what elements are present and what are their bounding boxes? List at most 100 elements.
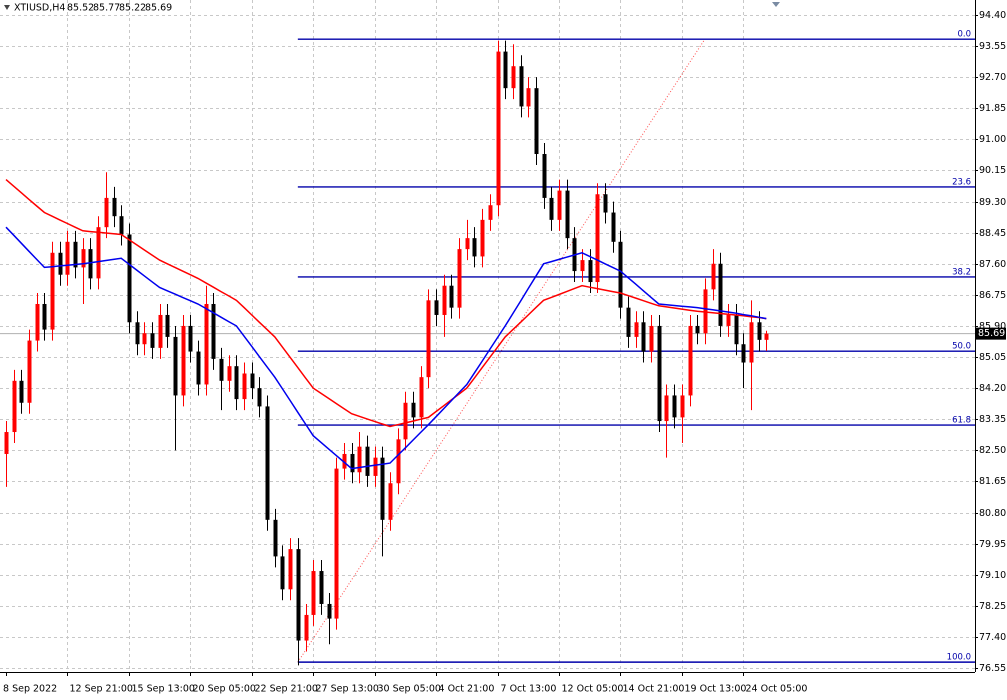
x-tick-label: 8 Sep 2022	[3, 684, 57, 695]
candle-body	[350, 453, 355, 473]
y-tick-label: 79.10	[979, 570, 1006, 581]
candle-body	[173, 336, 178, 396]
candle-body	[664, 395, 669, 422]
candle-body	[234, 366, 239, 400]
candle-body	[58, 252, 63, 275]
candle-body	[188, 325, 193, 352]
candle-body	[434, 300, 439, 315]
candle-body	[204, 303, 209, 385]
candle-body	[695, 325, 700, 334]
y-tick-label: 79.95	[979, 539, 1006, 550]
y-tick-label: 80.80	[979, 508, 1006, 519]
candle-body	[680, 395, 685, 418]
candle-body	[304, 614, 309, 641]
candle-body	[672, 395, 677, 418]
candle-body	[227, 366, 232, 381]
candle-body	[280, 556, 285, 590]
candle-body	[649, 325, 654, 352]
y-tick-label: 81.65	[979, 476, 1006, 487]
candle-body	[273, 519, 278, 557]
candle-body	[127, 234, 132, 323]
candle-body	[472, 238, 477, 257]
y-tick-label: 85.05	[979, 352, 1006, 363]
candle-body	[595, 194, 600, 283]
candle-body	[396, 439, 401, 484]
candle-body	[580, 260, 585, 272]
candle-body	[511, 66, 516, 89]
candle-body	[27, 340, 32, 403]
candle-body	[588, 260, 593, 283]
candle-body	[534, 88, 539, 155]
candle-body	[449, 285, 454, 308]
candle-body	[726, 314, 731, 326]
x-tick-label: 24 Oct 05:00	[746, 684, 808, 695]
candle-body	[611, 212, 616, 242]
candle-body	[81, 249, 86, 268]
candle-body	[319, 571, 324, 604]
candle-body	[703, 289, 708, 334]
candle-body	[327, 603, 332, 619]
fib-label: 50.0	[952, 342, 971, 352]
candle-body	[641, 322, 646, 352]
candle-body	[711, 263, 716, 290]
x-tick-label: 12 Sep 21:00	[70, 684, 133, 695]
candle-body	[457, 249, 462, 308]
candle-body	[542, 154, 547, 198]
candle-body	[496, 51, 501, 206]
candle-body	[380, 457, 385, 520]
x-tick-label: 15 Sep 13:00	[132, 684, 195, 695]
candle-body	[311, 571, 316, 615]
candle-body	[250, 373, 255, 389]
candle-body	[718, 263, 723, 326]
x-tick-label: 7 Oct 13:00	[501, 684, 557, 695]
candle-body	[265, 406, 270, 520]
candle-body	[565, 190, 570, 239]
candle-body	[626, 307, 631, 337]
y-tick-label: 82.50	[979, 445, 1006, 456]
close-value: 85.69	[145, 3, 172, 14]
y-tick-label: 94.40	[979, 10, 1006, 21]
moving-average	[5, 226, 767, 470]
y-tick-label: 76.55	[979, 663, 1006, 674]
candle-body	[419, 377, 424, 418]
candle-body	[526, 88, 531, 107]
y-tick-label: 91.00	[979, 134, 1006, 145]
candle-body	[688, 325, 693, 396]
candle-body	[764, 333, 769, 340]
candle-body	[442, 285, 447, 315]
candle-body	[734, 314, 739, 345]
candle-body	[657, 325, 662, 422]
candle-body	[158, 314, 163, 348]
candle-body	[480, 219, 485, 257]
candle-body	[618, 241, 623, 308]
price-tag	[975, 327, 1006, 340]
candle-body	[749, 322, 754, 363]
candle-body	[242, 373, 247, 400]
price-tag-label: 85.69	[978, 328, 1005, 339]
candle-body	[119, 216, 124, 235]
y-tick-label: 78.25	[979, 601, 1006, 612]
candle-body	[165, 314, 170, 337]
y-tick-label: 88.45	[979, 228, 1006, 239]
candle-body	[219, 358, 224, 381]
y-tick-label: 86.75	[979, 290, 1006, 301]
candle-body	[181, 325, 186, 396]
candle-body	[557, 190, 562, 220]
candle-body	[334, 468, 339, 619]
candle-body	[426, 300, 431, 378]
x-tick-label: 19 Oct 13:00	[685, 684, 747, 695]
candle-body	[4, 432, 9, 454]
candle-body	[357, 446, 362, 473]
candle-body	[503, 51, 508, 89]
x-tick-label: 14 Oct 21:00	[623, 684, 685, 695]
candle-body	[142, 333, 147, 345]
fib-label: 0.0	[957, 30, 971, 40]
candle-body	[634, 322, 639, 337]
candle-body	[88, 249, 93, 279]
menu-icon[interactable]	[4, 5, 10, 10]
y-tick-label: 87.60	[979, 259, 1006, 270]
candle-body	[465, 238, 470, 250]
shift-marker[interactable]	[772, 2, 780, 7]
candle-body	[411, 402, 416, 418]
